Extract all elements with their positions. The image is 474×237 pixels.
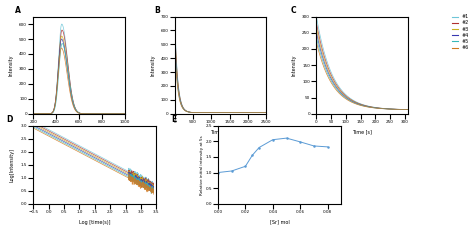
Y-axis label: Log[Intensity]: Log[Intensity]: [10, 148, 15, 182]
#3: [388, 108, 394, 110]
#3: [402, 108, 408, 111]
Y-axis label: Intensity: Intensity: [150, 55, 155, 76]
#4: [368, 106, 374, 109]
Line: #5: #5: [316, 37, 408, 110]
Line: #2: #2: [316, 23, 408, 109]
#2: [357, 103, 363, 105]
#5: [363, 105, 369, 108]
Text: E: E: [171, 115, 176, 124]
#4: [313, 31, 319, 34]
#4: [402, 108, 408, 111]
#5: [405, 108, 410, 111]
#4: [363, 105, 369, 108]
#1: [313, 14, 319, 17]
#1: [357, 102, 363, 105]
Text: D: D: [6, 115, 12, 124]
#1: [405, 108, 410, 111]
Y-axis label: Relative initial intensity at 5s: Relative initial intensity at 5s: [200, 135, 204, 195]
#5: [388, 108, 394, 111]
Line: #4: #4: [316, 32, 408, 109]
Text: B: B: [155, 6, 160, 15]
#5: [357, 103, 363, 106]
#2: [363, 104, 369, 107]
Text: A: A: [15, 6, 21, 15]
Y-axis label: Intensity: Intensity: [292, 55, 297, 76]
Line: #6: #6: [316, 42, 408, 110]
#3: [357, 103, 363, 106]
#6: [405, 108, 410, 111]
#6: [402, 108, 408, 111]
#1: [357, 102, 363, 105]
#6: [313, 41, 319, 43]
Legend: #1, #2, #3, #4, #5, #6: #1, #2, #3, #4, #5, #6: [452, 14, 469, 50]
#2: [368, 105, 374, 108]
#1: [402, 108, 408, 111]
#4: [405, 108, 410, 111]
#2: [405, 108, 410, 111]
#6: [357, 104, 363, 107]
#2: [313, 21, 319, 24]
#4: [357, 103, 363, 106]
#1: [388, 108, 394, 110]
#3: [313, 26, 319, 29]
X-axis label: Wavelength [nm]: Wavelength [nm]: [58, 130, 100, 135]
Line: #3: #3: [316, 27, 408, 109]
#3: [357, 103, 363, 106]
Line: #1: #1: [316, 16, 408, 109]
#1: [368, 105, 374, 108]
X-axis label: [Sr] mol: [Sr] mol: [270, 220, 290, 225]
#6: [388, 108, 394, 111]
X-axis label: Log [time(s)]: Log [time(s)]: [79, 220, 110, 225]
#3: [405, 108, 410, 111]
#3: [368, 105, 374, 108]
X-axis label: Time [s]: Time [s]: [352, 130, 372, 135]
#2: [357, 102, 363, 105]
Y-axis label: Intensity: Intensity: [9, 55, 13, 76]
#2: [402, 108, 408, 111]
#5: [357, 104, 363, 106]
#4: [357, 103, 363, 106]
Text: C: C: [291, 6, 296, 15]
#6: [357, 104, 363, 107]
#5: [368, 106, 374, 109]
#4: [388, 108, 394, 110]
#3: [363, 105, 369, 107]
#5: [313, 36, 319, 38]
X-axis label: Time [s]: Time [s]: [210, 130, 230, 135]
#2: [388, 108, 394, 110]
#6: [363, 105, 369, 108]
#1: [363, 104, 369, 107]
#6: [368, 106, 374, 109]
#5: [402, 108, 408, 111]
